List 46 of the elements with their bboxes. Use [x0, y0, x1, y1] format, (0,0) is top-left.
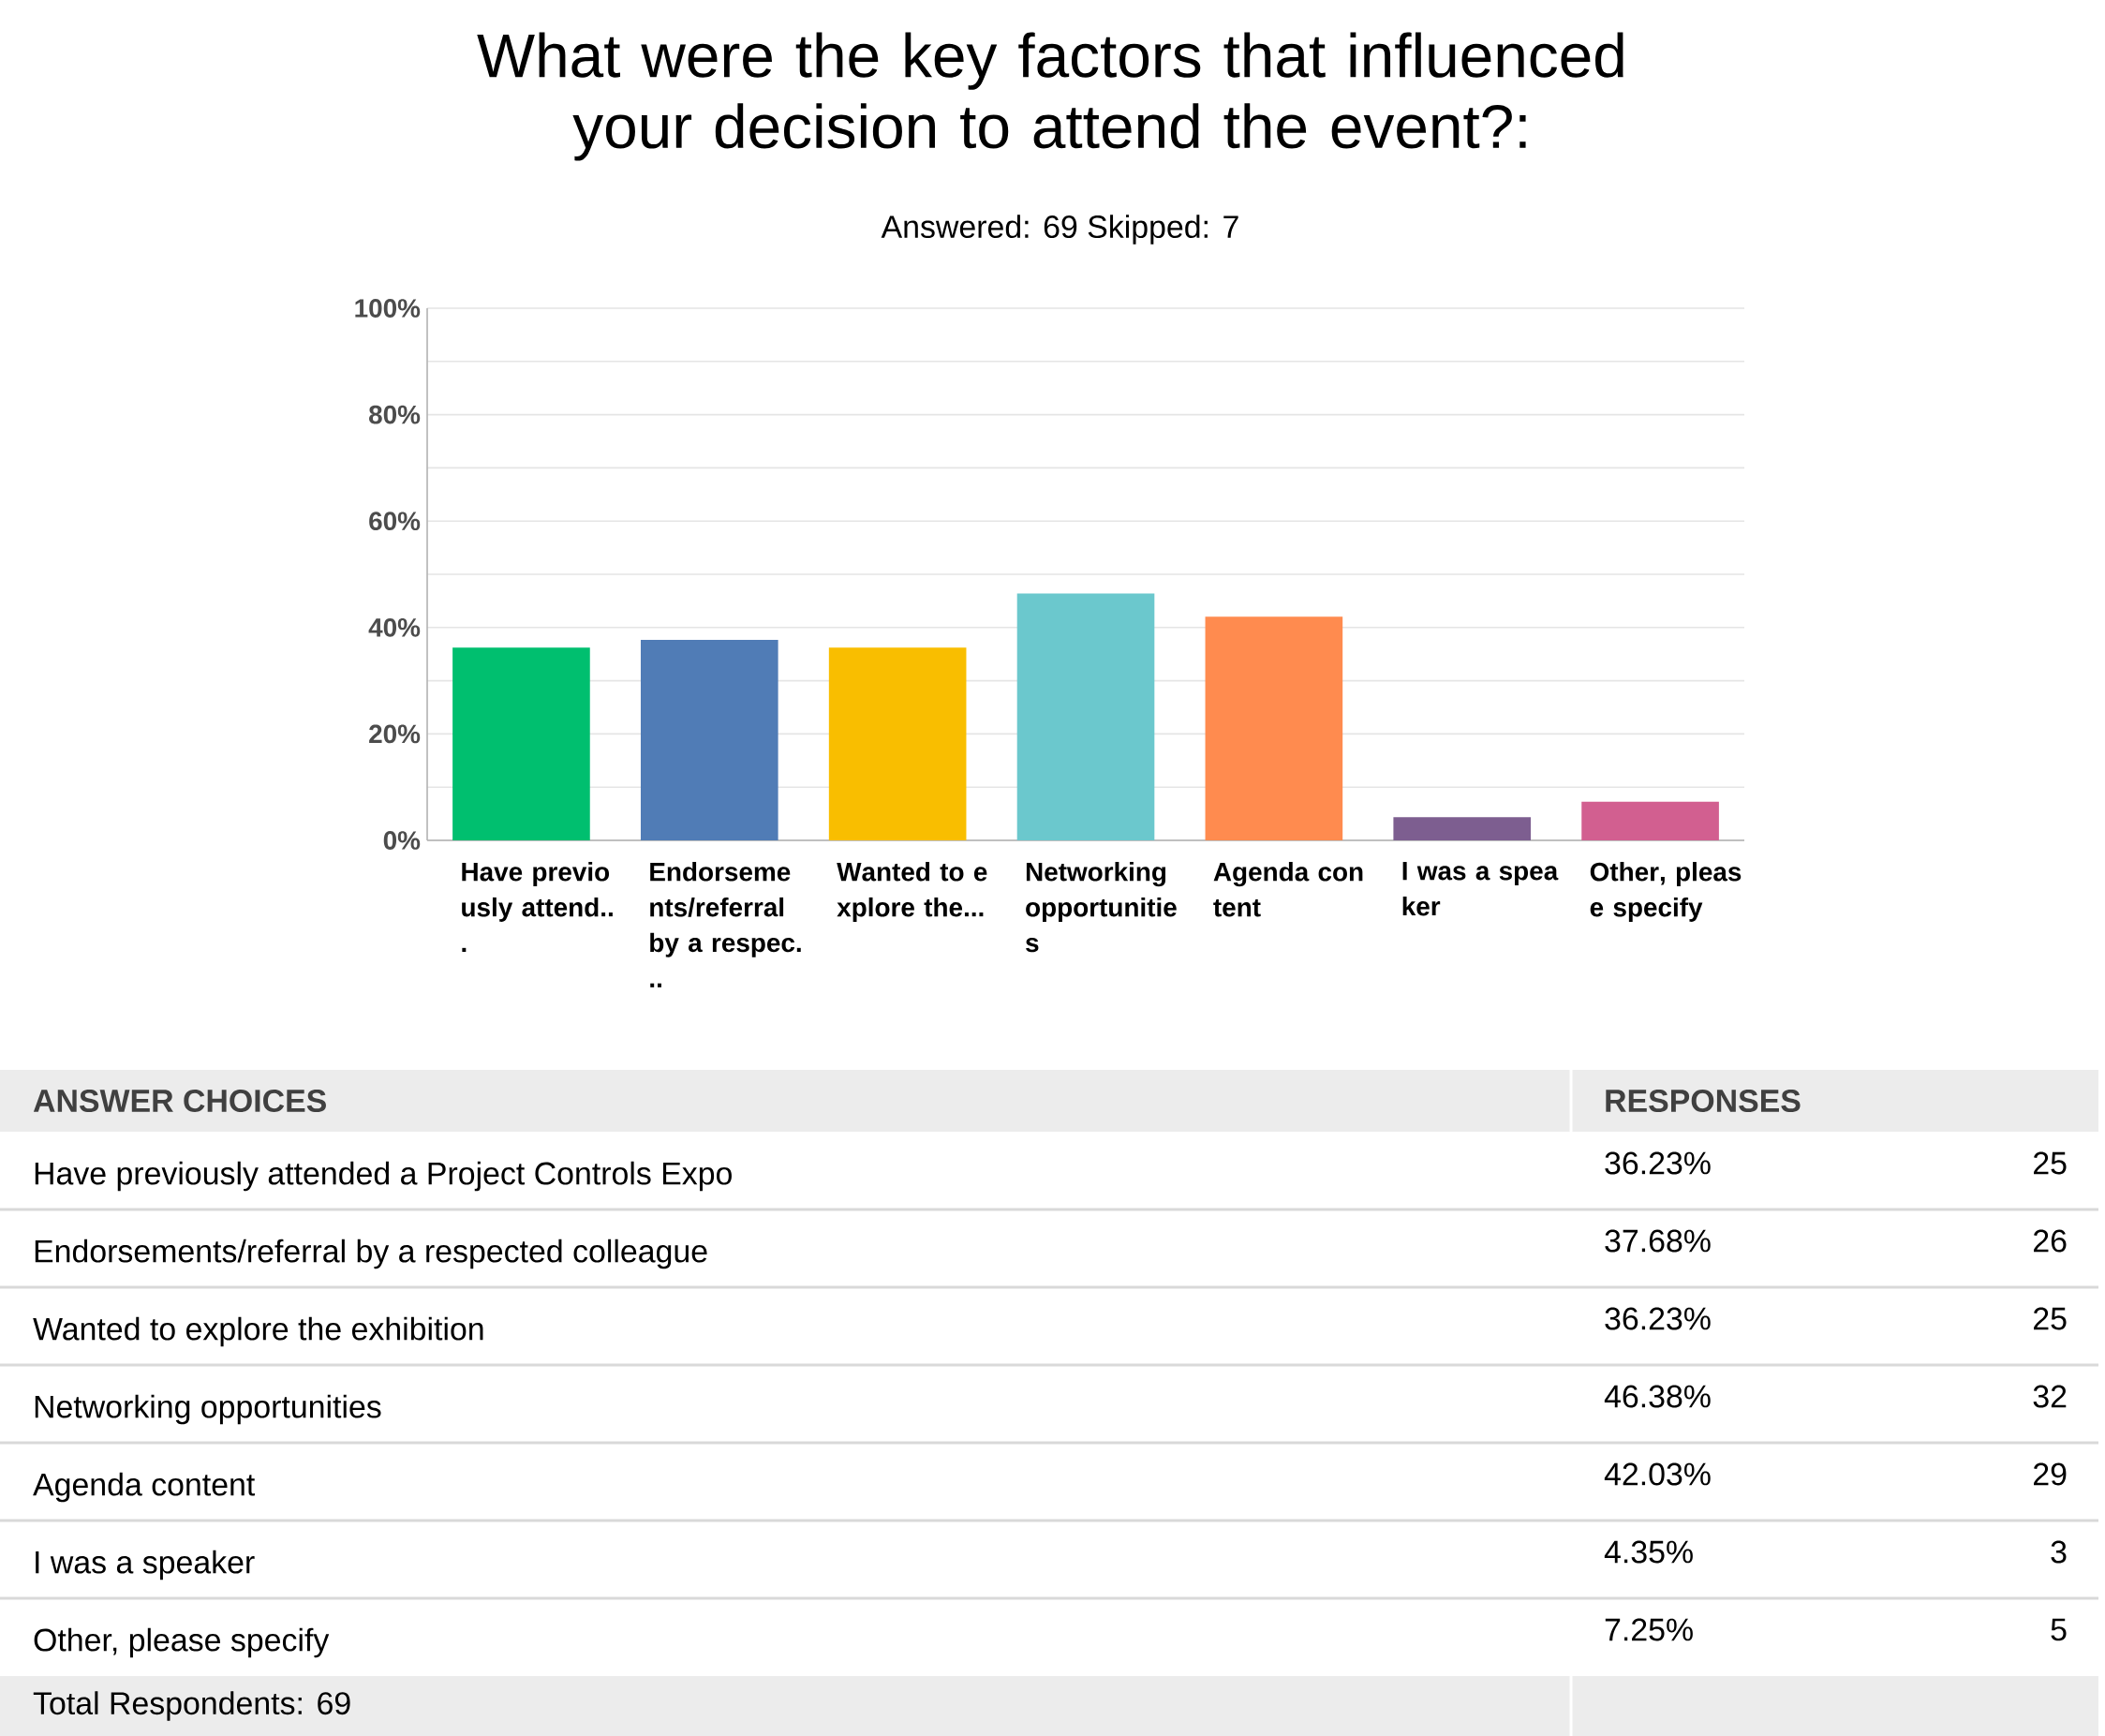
chart-subtitle: Answered: 69 Skipped: 7 — [881, 215, 1238, 245]
text: I was a speaker — [36, 1550, 255, 1580]
x-tick-label: Networking opportunities — [1026, 862, 1177, 953]
bar — [828, 647, 967, 841]
text: 3 — [2051, 1540, 2067, 1564]
text: 36.23% — [1605, 1151, 1711, 1175]
bar — [1205, 616, 1343, 841]
y-tick-label: 20% — [369, 724, 421, 744]
text: Other, please specify — [34, 1627, 330, 1658]
y-tick-label: 100% — [355, 299, 421, 318]
text: 37.68% — [1605, 1229, 1711, 1253]
y-tick-label: 0% — [383, 831, 421, 850]
text: 4.35% — [1604, 1540, 1693, 1564]
chart-title: What were the key factors that influenced your decision to attend the event?: — [477, 32, 1623, 161]
text: 25 — [2034, 1151, 2067, 1175]
bar — [452, 647, 590, 841]
text: Endorsements/referral by a respected colleague — [35, 1239, 707, 1269]
text: 32 — [2033, 1385, 2067, 1408]
text: 5 — [2051, 1618, 2067, 1641]
text: ANSWER CHOICES — [33, 1090, 326, 1113]
text: Agenda content — [33, 1472, 256, 1503]
y-tick-label: 80% — [369, 405, 421, 424]
bar — [1016, 593, 1155, 841]
x-tick-label: Endorsements/referral by a respec... — [650, 862, 801, 987]
text: 46.38% — [1604, 1385, 1711, 1408]
text: Networking opportunities — [35, 1394, 381, 1425]
text: RESPONSES — [1606, 1090, 1801, 1113]
text: 25 — [2034, 1307, 2067, 1330]
y-tick-label: 60% — [369, 512, 421, 531]
text: 36.23% — [1605, 1307, 1711, 1330]
text: 29 — [2034, 1462, 2067, 1486]
x-tick-label: I was a speaker — [1402, 862, 1559, 916]
text: 42.03% — [1604, 1462, 1711, 1486]
x-tick-label: Wanted to explore the... — [837, 862, 987, 922]
text: 7.25% — [1605, 1618, 1693, 1641]
x-tick-label: Other, please specify — [1590, 862, 1742, 922]
text: Total Respondents: 69 — [33, 1691, 350, 1721]
bar — [640, 639, 778, 841]
x-tick-label: Agenda content — [1213, 862, 1363, 917]
x-tick-label: Have previously attend... — [462, 862, 613, 952]
bar — [1393, 817, 1532, 841]
text: Wanted to explore the exhibition — [33, 1316, 483, 1347]
text: Have previously attended a Project Controls Expo — [35, 1161, 732, 1192]
bar — [1581, 801, 1719, 841]
text: 26 — [2034, 1229, 2067, 1253]
y-tick-label: 40% — [368, 617, 421, 637]
